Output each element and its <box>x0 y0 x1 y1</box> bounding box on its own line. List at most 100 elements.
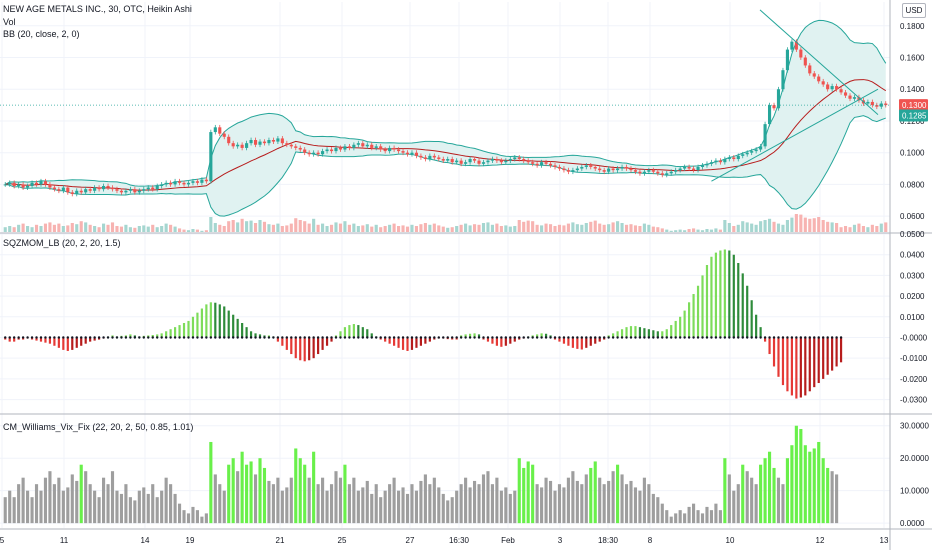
sqz-dot <box>151 336 154 339</box>
candle-body <box>490 159 494 161</box>
sqz-dot <box>4 336 7 339</box>
candle-body <box>508 159 512 161</box>
candle-body <box>450 159 454 163</box>
currency-badge[interactable]: USD <box>902 3 926 18</box>
vix-bar <box>298 458 302 524</box>
candle-body <box>258 141 262 145</box>
vix-bar <box>624 484 629 524</box>
candle-body <box>352 144 356 148</box>
sqz-dot <box>133 336 137 339</box>
volume-bar <box>30 227 34 232</box>
candle-body <box>557 166 562 169</box>
candle-body <box>43 181 48 185</box>
candle-body <box>624 166 629 169</box>
vix-bar <box>553 490 557 524</box>
vix-bar <box>428 484 432 524</box>
sqz-dot <box>446 336 449 339</box>
vix-bar <box>477 484 481 524</box>
volume-bar <box>374 224 378 232</box>
candle-body <box>294 146 298 148</box>
candle-body <box>732 157 736 160</box>
vix-bar <box>584 474 588 524</box>
sqz-dot <box>44 336 47 339</box>
sqz-dot <box>629 336 633 339</box>
volume-bar <box>307 223 311 232</box>
vix-bar <box>678 510 682 524</box>
sqz-dot <box>495 336 499 339</box>
vix-bar <box>200 516 204 524</box>
vix-bar <box>611 471 615 524</box>
candle-body <box>213 127 217 133</box>
sqz-dot <box>169 336 172 339</box>
candle-body <box>857 97 861 101</box>
sqz-dot <box>375 336 378 339</box>
candle-body <box>866 101 870 104</box>
candle-body <box>119 190 124 193</box>
volume-bar <box>365 224 369 232</box>
volume-bar <box>405 226 410 232</box>
sqz-dot <box>26 336 29 339</box>
vix-bar <box>343 464 347 524</box>
vix-bar <box>222 490 226 524</box>
vix-bar <box>115 490 119 524</box>
candle-body <box>575 168 579 171</box>
vix-bar <box>642 477 646 524</box>
volume-bar <box>616 221 620 232</box>
sqz-dot <box>607 336 610 339</box>
candle-body <box>338 147 343 150</box>
volume-bar <box>213 223 217 232</box>
candle-body <box>517 157 521 160</box>
sqz-dot <box>254 336 257 339</box>
sqz-dot <box>804 336 807 339</box>
vix-bar <box>204 513 208 524</box>
volume-bar <box>352 223 356 232</box>
bb-upper-line <box>4 19 887 187</box>
sqz-dot <box>428 336 432 339</box>
vix-bar <box>414 490 419 524</box>
vix-bar <box>700 513 705 524</box>
candle-body <box>553 165 557 167</box>
vix-bar <box>124 484 128 524</box>
vix-bar <box>745 471 749 524</box>
volume-bar <box>160 226 164 232</box>
volume-bar <box>3 227 7 232</box>
sqz-tick-label: 0.0200 <box>900 292 925 301</box>
sqz-dot <box>281 336 284 339</box>
candle-body <box>3 184 7 186</box>
candle-body <box>48 184 52 188</box>
vix-bar <box>486 471 490 524</box>
volume-bar <box>222 226 226 232</box>
volume-bar <box>280 226 284 232</box>
sqz-dot <box>468 336 472 339</box>
sqz-dot <box>303 336 306 339</box>
volume-layer <box>3 214 888 232</box>
volume-bar <box>450 227 454 232</box>
volume-bar <box>383 226 387 232</box>
vix-bar <box>727 474 731 524</box>
vix-bar <box>97 497 101 524</box>
vix-bar <box>495 477 499 524</box>
sqz-dot <box>299 336 302 339</box>
sqz-dot <box>567 336 570 339</box>
sqz-dot <box>616 336 619 339</box>
sqz-dot <box>8 336 11 339</box>
vix-bar <box>88 484 92 524</box>
volume-bar <box>441 226 445 232</box>
candle-body <box>12 182 16 186</box>
volume-bar <box>472 224 477 232</box>
sqz-dot <box>236 336 239 339</box>
candle-body <box>39 181 43 185</box>
vix-bar <box>557 484 562 524</box>
volume-bar <box>548 224 553 232</box>
candle-body <box>61 187 65 191</box>
volume-bar <box>397 226 401 232</box>
sqz-dot <box>661 336 664 339</box>
candle-body <box>812 73 816 77</box>
sqz-dot <box>746 336 749 339</box>
vix-bar <box>195 510 199 524</box>
vix-bar <box>718 510 722 524</box>
candle-body <box>852 97 857 99</box>
candle-body <box>195 181 199 183</box>
candle-body <box>504 160 508 163</box>
